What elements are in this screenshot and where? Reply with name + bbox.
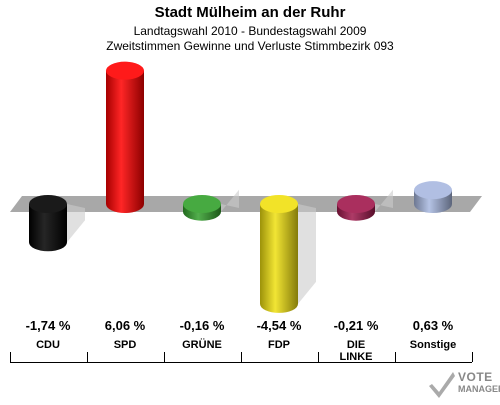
logo-text-vote: VOTE [458, 370, 493, 384]
bar-grüne [183, 189, 239, 221]
axis-tick [318, 352, 319, 362]
vote-manager-logo: VOTE MANAGER [428, 368, 500, 400]
category-label: GRÜNE [182, 339, 222, 351]
value-label: -4,54 % [256, 318, 302, 333]
category-label: Sonstige [409, 339, 457, 351]
chart-subtitle-district: Zweitstimmen Gewinne und Verluste Stimmb… [106, 39, 394, 53]
bar-cdu [29, 195, 85, 252]
axis-tick [395, 352, 396, 362]
value-label: -0,16 % [179, 318, 225, 333]
bar-spd [106, 61, 144, 214]
value-label: -0,21 % [333, 318, 379, 333]
axis-tick [10, 352, 11, 362]
value-label: -1,74 % [25, 318, 71, 333]
category-label: CDU [36, 339, 60, 351]
value-label: 6,06 % [104, 318, 146, 333]
bar-sonstige [414, 181, 452, 213]
category-label: FDP [268, 339, 290, 351]
category-axis [10, 362, 472, 363]
category-label: DIE LINKE [339, 339, 373, 363]
chart-title: Stadt Mülheim an der Ruhr [154, 4, 346, 21]
axis-tick [164, 352, 165, 362]
bar-chart [10, 61, 482, 313]
bar-fdp [260, 195, 316, 313]
bar-die-linke [337, 189, 393, 221]
checkmark-icon [429, 372, 455, 398]
category-label: SPD [113, 339, 137, 351]
chart-subtitle-election: Landtagswahl 2010 - Bundestagswahl 2009 [133, 24, 367, 38]
axis-tick [472, 352, 473, 362]
axis-tick [241, 352, 242, 362]
value-label: 0,63 % [412, 318, 454, 333]
logo-text-manager: MANAGER [458, 384, 500, 394]
axis-tick [87, 352, 88, 362]
